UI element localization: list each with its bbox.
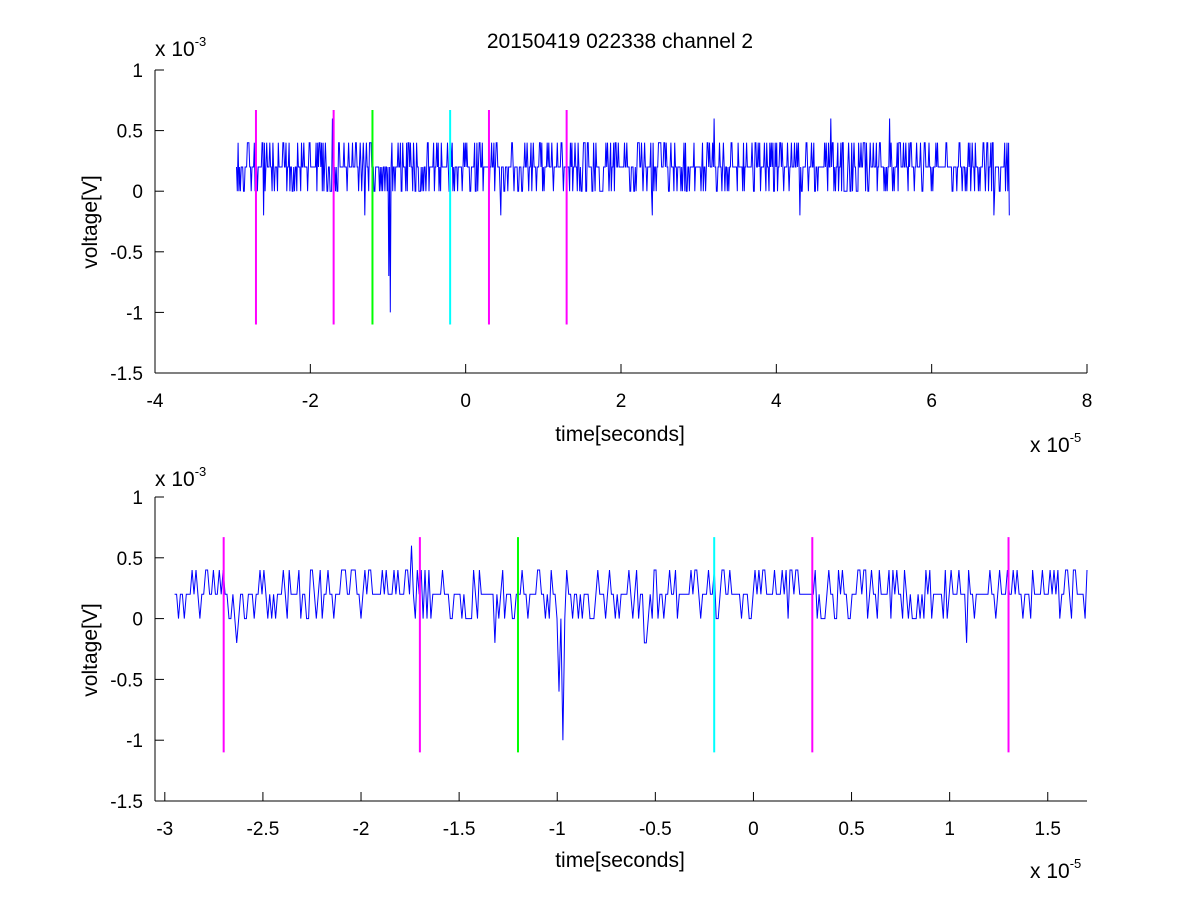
top-y-axis-label: voltage[V] bbox=[79, 175, 102, 268]
signal-series bbox=[174, 545, 1088, 741]
y-tick-label: 0.5 bbox=[117, 549, 143, 570]
y-tick-label: 0 bbox=[132, 182, 143, 203]
bottom-x-exponent-power: -5 bbox=[1070, 856, 1082, 871]
bottom-y-exponent: x 10-3 bbox=[155, 464, 206, 491]
x-tick-label: 6 bbox=[926, 391, 937, 412]
y-tick-label: -1 bbox=[126, 303, 143, 324]
top-x-exponent: x 10-5 bbox=[1030, 430, 1081, 457]
bottom-axes: 1 0.5 0 -0.5 -1 -1.5 -3 -2.5 -2 -1.5 -1 -0.5 0 0.5 1 1.… bbox=[110, 488, 1088, 840]
y-tick-label: -1 bbox=[126, 731, 143, 752]
top-x-exponent-power: -5 bbox=[1070, 430, 1082, 445]
x-tick-label: -2 bbox=[353, 819, 370, 840]
y-tick-label: -1.5 bbox=[110, 364, 143, 385]
x-tick-label: -2.5 bbox=[247, 819, 280, 840]
x-tick-label: 8 bbox=[1082, 391, 1093, 412]
bottom-y-exponent-power: -3 bbox=[195, 464, 207, 479]
y-tick-label: -1.5 bbox=[110, 792, 143, 813]
bottom-x-exponent-base: x 10 bbox=[1030, 860, 1070, 883]
signal-series bbox=[236, 118, 1010, 313]
bottom-y-exponent-base: x 10 bbox=[155, 468, 195, 491]
chart-title: 20150419 022338 channel 2 bbox=[487, 30, 753, 53]
x-tick-label: 1.5 bbox=[1035, 819, 1061, 840]
top-axes: 1 0.5 0 -0.5 -1 -1.5-4 -2 0 2 4 6 8 bbox=[110, 61, 1092, 412]
y-tick-label: -0.5 bbox=[110, 243, 143, 264]
y-tick-label: 1 bbox=[132, 61, 143, 82]
x-tick-label: -3 bbox=[156, 819, 173, 840]
x-tick-label: -4 bbox=[147, 391, 164, 412]
y-tick-label: -0.5 bbox=[110, 670, 143, 691]
x-tick-label: -0.5 bbox=[639, 819, 672, 840]
x-tick-label: -1.5 bbox=[443, 819, 476, 840]
bottom-x-exponent: x 10-5 bbox=[1030, 856, 1081, 883]
x-tick-label: 0 bbox=[460, 391, 471, 412]
x-tick-label: -2 bbox=[302, 391, 319, 412]
top-x-axis-label: time[seconds] bbox=[555, 423, 685, 446]
bottom-y-axis-label: voltage[V] bbox=[79, 603, 102, 696]
y-tick-label: 0 bbox=[132, 610, 143, 631]
x-tick-label: 2 bbox=[616, 391, 627, 412]
x-tick-label: 1 bbox=[944, 819, 955, 840]
y-tick-label: 1 bbox=[132, 488, 143, 509]
top-y-exponent-power: -3 bbox=[195, 34, 207, 49]
top-y-exponent: x 10-3 bbox=[155, 34, 206, 61]
top-y-exponent-base: x 10 bbox=[155, 38, 195, 61]
x-tick-label: 0 bbox=[748, 819, 759, 840]
y-tick-label: 0.5 bbox=[117, 122, 143, 143]
x-tick-label: 0.5 bbox=[838, 819, 864, 840]
bottom-x-axis-label: time[seconds] bbox=[555, 849, 685, 872]
top-x-exponent-base: x 10 bbox=[1030, 434, 1070, 457]
x-tick-label: -1 bbox=[549, 819, 566, 840]
x-tick-label: 4 bbox=[771, 391, 782, 412]
